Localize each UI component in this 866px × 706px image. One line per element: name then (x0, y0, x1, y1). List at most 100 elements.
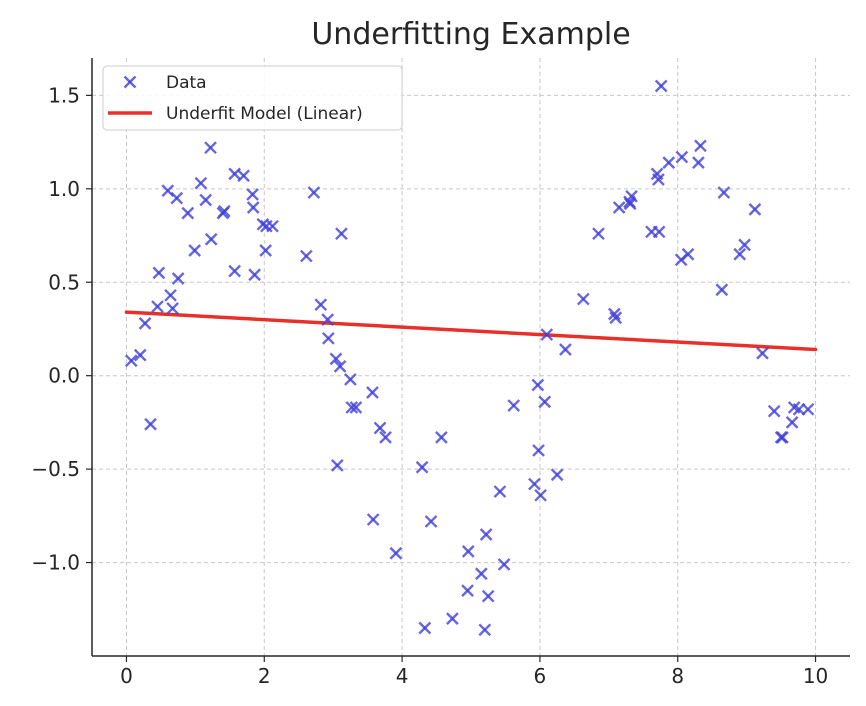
data-point (329, 352, 343, 366)
data-point (170, 191, 184, 205)
x-stroke (481, 589, 495, 603)
data-point (540, 328, 554, 341)
data-point (461, 545, 475, 558)
data-point (379, 431, 392, 444)
y-tick-label: −1.0 (31, 551, 80, 575)
data-point (366, 386, 379, 399)
data-point (692, 156, 705, 169)
data-point (248, 268, 261, 282)
x-stroke (345, 401, 359, 414)
data-point (228, 264, 241, 278)
data-point (474, 567, 488, 581)
data-point (776, 431, 789, 444)
x-stroke (607, 307, 621, 321)
data-point (738, 238, 751, 252)
data-point (531, 378, 545, 392)
x-stroke (171, 272, 185, 285)
x-stroke (415, 460, 429, 474)
x-stroke (246, 188, 259, 201)
x-stroke (801, 402, 815, 416)
data-points-layer (124, 79, 815, 637)
x-tick-label: 6 (534, 664, 547, 688)
data-point (345, 401, 359, 414)
x-stroke (767, 404, 781, 418)
data-point (662, 156, 676, 169)
data-point (194, 176, 208, 190)
x-stroke (418, 621, 432, 635)
data-point (237, 169, 250, 183)
x-stroke (366, 386, 379, 399)
data-point (204, 232, 218, 246)
x-stroke (540, 328, 554, 341)
x-tick-label: 2 (258, 664, 271, 688)
data-point (612, 201, 626, 214)
data-point (366, 513, 380, 526)
x-stroke (748, 203, 762, 216)
data-point (694, 139, 707, 153)
x-stroke (322, 331, 335, 345)
x-stroke (652, 225, 666, 239)
y-tick-label: 1.0 (48, 177, 80, 201)
data-point (335, 227, 348, 241)
x-stroke (654, 79, 668, 93)
x-stroke (733, 247, 747, 261)
legend-x-marker (123, 75, 137, 89)
x-stroke (507, 399, 521, 412)
y-tick-label: 0.0 (48, 364, 80, 388)
x-stroke (344, 373, 357, 386)
data-point (217, 204, 231, 218)
data-point (756, 346, 769, 360)
x-stroke (124, 354, 138, 368)
x-stroke (528, 477, 541, 491)
data-point (461, 584, 474, 597)
x-stroke (625, 189, 638, 203)
x-stroke (329, 352, 343, 366)
data-point (607, 307, 621, 321)
x-stroke (493, 485, 507, 498)
x-stroke (592, 227, 605, 241)
data-point (199, 193, 213, 207)
x-stroke (151, 300, 164, 313)
data-point (322, 331, 335, 345)
x-stroke (335, 227, 348, 241)
y-axis-ticks: −1.0 −0.5 0.0 0.5 1.0 1.5 (31, 83, 92, 575)
x-stroke (248, 268, 261, 282)
x-stroke (534, 488, 547, 502)
data-point (748, 203, 762, 216)
x-stroke (228, 264, 241, 278)
data-point (576, 292, 590, 306)
data-point (559, 343, 572, 356)
data-point (138, 317, 152, 330)
x-stroke (366, 513, 380, 526)
data-point (246, 188, 259, 201)
data-point (152, 266, 166, 280)
data-point (144, 417, 157, 431)
x-stroke (776, 431, 789, 444)
x-stroke (237, 169, 250, 183)
x-stroke (133, 348, 147, 362)
data-point (166, 302, 179, 315)
model-line (124, 310, 818, 352)
x-stroke (204, 232, 218, 246)
x-stroke (609, 311, 623, 325)
data-point (314, 298, 328, 312)
x-stroke (532, 444, 545, 457)
data-point (767, 404, 781, 418)
data-point (446, 612, 459, 625)
data-point (164, 288, 177, 302)
x-stroke (550, 468, 564, 482)
legend-box (102, 65, 403, 131)
data-point (415, 460, 429, 474)
data-point (389, 546, 403, 560)
x-stroke (662, 156, 676, 169)
x-stroke (576, 292, 590, 306)
data-point (349, 401, 363, 414)
x-stroke (144, 417, 157, 431)
data-point (534, 488, 547, 502)
x-stroke (307, 186, 321, 199)
data-point (507, 399, 521, 412)
x-stroke (138, 317, 152, 330)
grid-lines (92, 58, 850, 656)
x-stroke (738, 238, 751, 252)
